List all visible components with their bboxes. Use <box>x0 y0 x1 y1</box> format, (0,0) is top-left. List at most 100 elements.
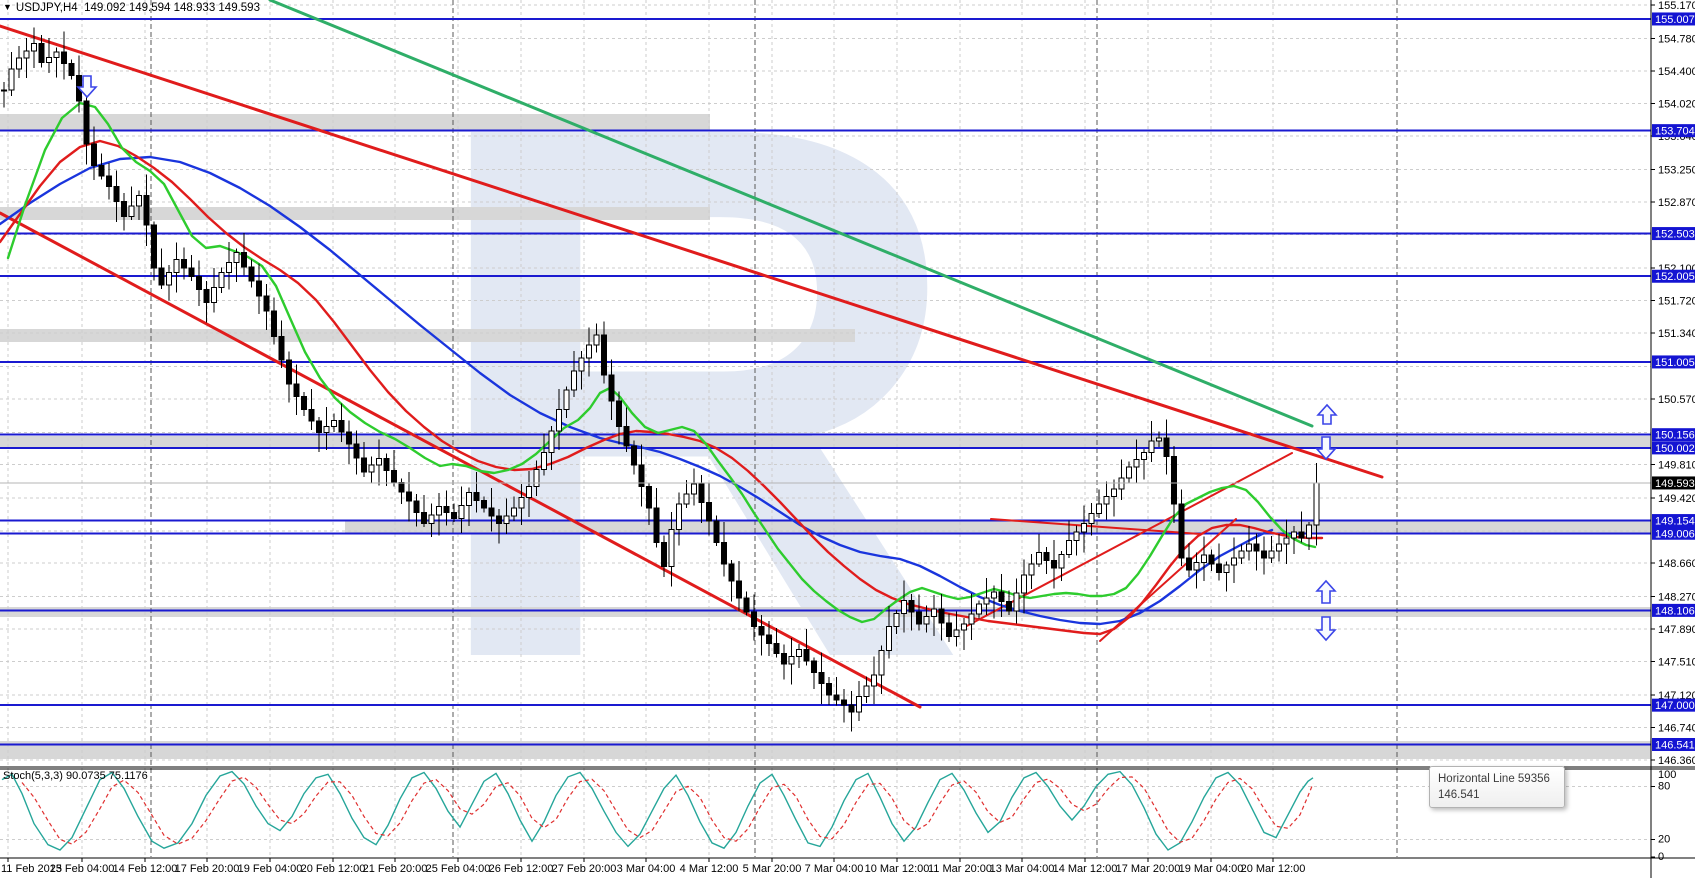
candle-body <box>1298 531 1305 539</box>
candle-body <box>353 443 360 459</box>
candle-body <box>833 694 840 701</box>
candle-body <box>496 515 502 524</box>
stochastic-values: 90.0735 75.1176 <box>65 770 148 782</box>
level-label-box <box>1652 738 1695 752</box>
candle-body <box>173 259 180 273</box>
tooltip-title: Horizontal Line 59356 <box>1438 773 1550 785</box>
candle-body <box>23 50 30 59</box>
candle-body <box>1283 537 1290 545</box>
candle-body <box>1193 561 1200 571</box>
arrow-down-icon[interactable] <box>1315 616 1337 642</box>
price-axis[interactable]: 155.170154.780154.400154.020153.640153.2… <box>1651 0 1695 863</box>
trendline[interactable] <box>0 211 922 709</box>
symbol-timeframe-label: USDJPY,H4 <box>15 2 78 14</box>
price-axis-label: 151.720 <box>1658 296 1695 308</box>
candle-body <box>316 420 322 434</box>
level-label-box <box>1652 12 1695 26</box>
candle-body <box>143 194 150 226</box>
candle-body <box>721 541 727 565</box>
candle-body <box>1148 440 1155 453</box>
price-axis-label: 146.740 <box>1658 722 1695 734</box>
price-zone-band[interactable] <box>0 207 710 220</box>
candle-body <box>271 310 277 338</box>
trendline[interactable] <box>0 24 1384 479</box>
time-axis-label: 17 Feb 20:00 <box>175 863 240 875</box>
candle-body <box>1096 503 1102 515</box>
candle-body <box>571 370 577 391</box>
candle-body <box>128 205 135 218</box>
candle-body <box>361 457 367 473</box>
candle-body <box>593 334 600 346</box>
time-axis-label: 3 Mar 04:00 <box>617 863 676 875</box>
arrow-down-icon[interactable] <box>1315 436 1337 461</box>
candle-body <box>1088 513 1095 524</box>
candle-body <box>1261 550 1267 559</box>
price-zone-band[interactable] <box>0 329 855 342</box>
candle-body <box>1171 456 1177 505</box>
chart-header: ▼ USDJPY,H4 149.092 149.594 148.933 149.5… <box>3 2 260 14</box>
candle-body <box>1141 451 1147 461</box>
price-axis-label: 147.890 <box>1658 624 1695 636</box>
candle-body <box>736 580 742 599</box>
candle-body <box>16 57 22 70</box>
candle-body <box>181 259 187 269</box>
stochastic-main-line <box>1 770 1314 851</box>
candle-body <box>856 696 862 713</box>
candle-body <box>421 511 427 524</box>
time-axis-label: 13 Feb 04:00 <box>50 863 115 875</box>
price-axis-label: 150.570 <box>1658 394 1695 406</box>
candle-body <box>1238 550 1245 559</box>
candle-body <box>466 492 472 506</box>
level-label-text: 151.005 <box>1655 357 1695 369</box>
candle-body <box>1043 552 1050 561</box>
candle-body <box>121 201 127 218</box>
candle-body <box>106 175 112 188</box>
collapse-triangle-icon[interactable]: ▼ <box>3 2 12 12</box>
trendline[interactable] <box>268 0 1314 428</box>
candle-body <box>151 224 157 269</box>
arrow-down-icon[interactable] <box>76 75 98 99</box>
candle-body <box>211 286 217 303</box>
price-axis-label: 147.510 <box>1658 656 1695 668</box>
candle-body <box>331 420 337 428</box>
current-price-text: 149.593 <box>1655 478 1695 490</box>
candle-body <box>458 504 465 519</box>
price-zone-band[interactable] <box>0 607 1651 617</box>
candle-body <box>248 266 255 282</box>
stoch-axis-label: 0 <box>1658 851 1664 863</box>
price-axis-label: 154.020 <box>1658 99 1695 111</box>
candle-body <box>481 499 487 509</box>
candle-body <box>1058 553 1065 569</box>
time-axis-label: 11 Mar 20:00 <box>928 863 992 875</box>
candle-body <box>1021 574 1027 594</box>
candle-body <box>1291 531 1297 539</box>
candle-body <box>983 597 990 605</box>
candle-body <box>638 464 645 488</box>
arrow-up-icon[interactable] <box>1316 403 1338 425</box>
candle-body <box>758 625 765 636</box>
candle-body <box>541 451 547 470</box>
price-zone-band[interactable] <box>0 436 1651 447</box>
candle-body <box>1133 459 1140 468</box>
price-zone-band[interactable] <box>0 114 710 131</box>
candle-body <box>751 611 757 627</box>
time-axis-label: 19 Mar 04:00 <box>1179 863 1244 875</box>
candle-body <box>1 89 7 92</box>
level-label-box <box>1652 514 1695 528</box>
candle-body <box>781 653 787 665</box>
time-axis-label: 27 Feb 20:00 <box>552 863 617 875</box>
candle-body <box>443 505 450 513</box>
arrow-up-icon[interactable] <box>1315 579 1337 604</box>
ma-green <box>6 101 1317 624</box>
level-label-text: 152.503 <box>1655 229 1695 241</box>
grid <box>0 0 1651 857</box>
candle-body <box>158 267 165 286</box>
candle-body <box>661 541 667 567</box>
candle-body <box>91 143 97 166</box>
stochastic-name: Stoch(5,3,3) <box>3 770 63 782</box>
candle-body <box>83 100 90 145</box>
candle-body <box>511 507 517 517</box>
